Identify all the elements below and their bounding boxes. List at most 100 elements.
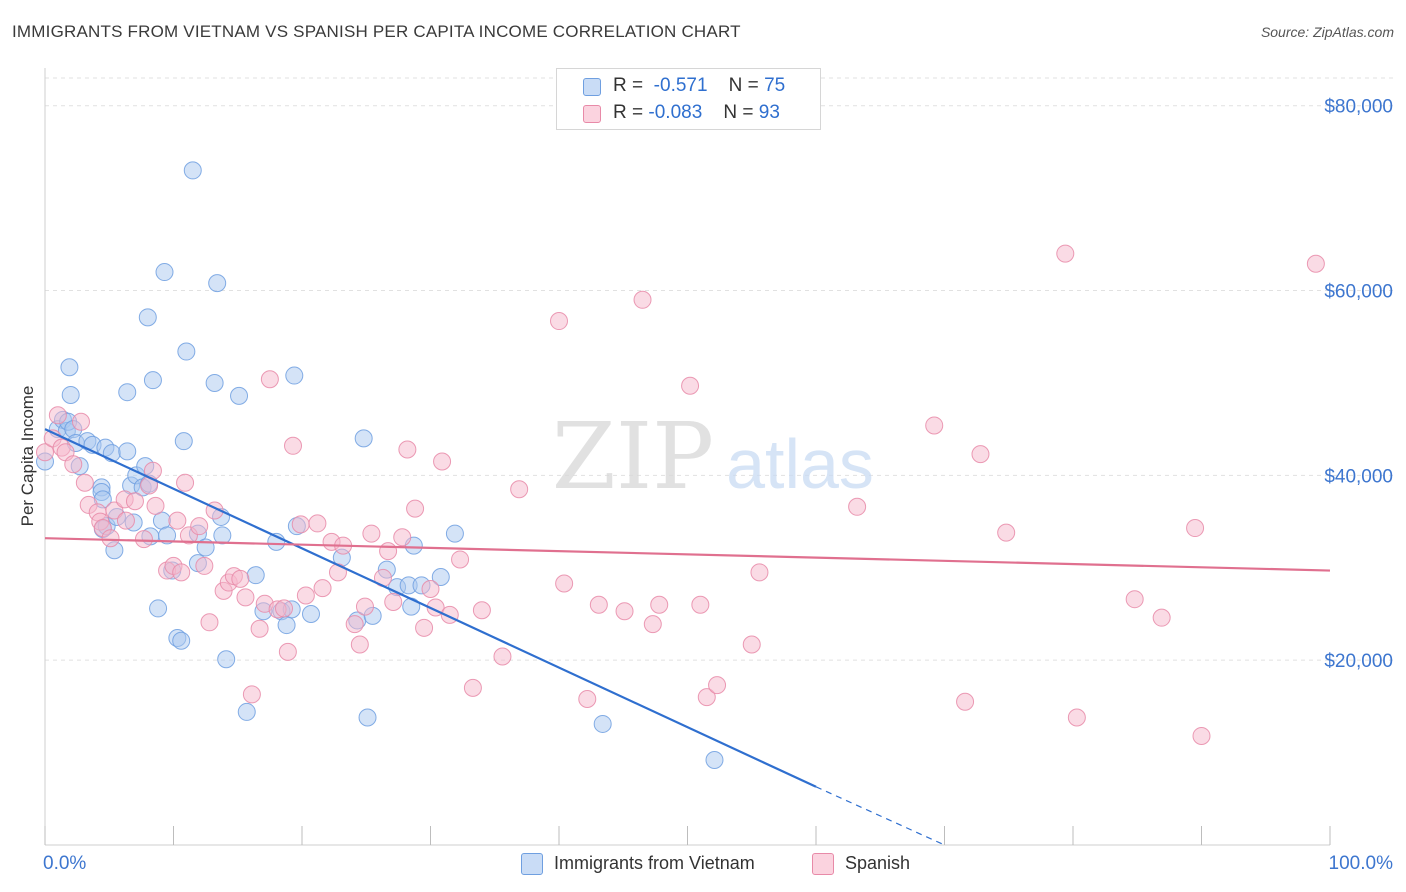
spanish-point: [848, 497, 867, 516]
spanish-point: [328, 563, 347, 582]
r-label: R =: [613, 75, 644, 96]
vietnam-point: [183, 161, 202, 180]
spanish-point: [433, 452, 452, 471]
spanish-point: [260, 370, 279, 389]
n-label: N =: [723, 102, 754, 123]
vietnam-point: [354, 429, 373, 448]
spanish-point: [36, 443, 54, 462]
vietnam-point: [118, 442, 137, 461]
spanish-point: [393, 528, 412, 547]
legend-swatch-spanish: [583, 105, 601, 123]
trend-lines: [44, 428, 1331, 846]
vietnam-point: [61, 385, 80, 404]
spanish-point: [691, 595, 710, 614]
legend-label-vietnam: Immigrants from Vietnam: [554, 853, 755, 873]
spanish-point: [697, 688, 716, 707]
vietnam-point: [217, 650, 236, 669]
spanish-point: [75, 473, 94, 492]
vietnam-point: [172, 631, 191, 650]
n-value: 93: [758, 102, 780, 123]
vietnam-point: [358, 708, 377, 727]
spanish-point: [134, 530, 153, 549]
spanish-point: [168, 511, 187, 530]
spanish-point: [146, 496, 165, 515]
spanish-point: [313, 579, 332, 598]
watermark-atlas: atlas: [726, 425, 874, 503]
x-tick-label: 0.0%: [43, 853, 86, 874]
spanish-point: [1067, 708, 1086, 727]
spanish-point: [451, 550, 470, 569]
spanish-point: [750, 563, 769, 582]
y-tick-label: $60,000: [1324, 282, 1393, 303]
vietnam-point: [593, 714, 612, 733]
spanish-point: [195, 556, 214, 575]
spanish-point: [296, 586, 315, 605]
vietnam-point: [149, 599, 168, 618]
spanish-point: [643, 615, 662, 634]
spanish-point: [362, 524, 381, 543]
legend-swatch-vietnam: [583, 78, 601, 96]
spanish-point: [615, 602, 634, 621]
y-tick-label: $20,000: [1324, 651, 1393, 672]
spanish-point: [421, 580, 440, 599]
vietnam-point: [60, 358, 79, 377]
spanish-point: [284, 436, 303, 455]
r-value: -0.083: [648, 102, 703, 123]
spanish-point: [291, 515, 310, 534]
n-value: 75: [764, 75, 786, 96]
vietnam-point: [208, 274, 227, 293]
spanish-point: [105, 501, 124, 520]
vietnam-point: [246, 566, 265, 585]
vietnam-point: [237, 702, 256, 721]
vietnam-point: [431, 568, 450, 587]
spanish-point: [1192, 726, 1211, 745]
spanish-point: [1152, 608, 1171, 627]
spanish-point: [355, 597, 374, 616]
spanish-point: [681, 376, 700, 395]
spanish-point: [555, 574, 574, 593]
y-tick-label: $80,000: [1324, 97, 1393, 118]
spanish-point: [64, 455, 83, 474]
source-note: Source: ZipAtlas.com: [1260, 24, 1394, 40]
spanish-point: [463, 678, 482, 697]
spanish-point: [589, 595, 608, 614]
spanish-point: [379, 542, 398, 561]
vietnam-point: [155, 263, 174, 282]
vietnam-point: [205, 373, 224, 392]
n-label: N =: [728, 75, 759, 96]
spanish-point: [190, 517, 209, 536]
y-tick-label: $40,000: [1324, 466, 1393, 487]
vietnam-trend-line: [44, 428, 817, 788]
spanish-point: [925, 416, 944, 435]
vietnam-trend-extension: [815, 786, 945, 846]
legend-label-spanish: Spanish: [845, 853, 911, 873]
spanish-point: [956, 692, 975, 711]
spanish-point: [278, 642, 297, 661]
spanish-point: [550, 312, 568, 331]
chart-title: IMMIGRANTS FROM VIETNAM VS SPANISH PER C…: [12, 22, 741, 41]
spanish-point: [101, 529, 120, 548]
vietnam-point: [118, 383, 137, 402]
spanish-point: [1186, 519, 1205, 538]
r-value: -0.571: [653, 75, 708, 96]
tick-labels: $20,000 $40,000 $60,000 $80,000 0.0% 100.0%: [43, 97, 1393, 874]
spanish-point: [971, 445, 990, 464]
vietnam-point: [285, 366, 304, 385]
spanish-point: [997, 523, 1016, 542]
spanish-point: [650, 595, 669, 614]
spanish-point: [708, 676, 727, 695]
spanish-point: [176, 473, 195, 492]
spanish-point: [1306, 254, 1325, 273]
spanish-point: [172, 563, 191, 582]
spanish-point: [415, 618, 434, 637]
vietnam-point: [174, 432, 193, 451]
axes: [44, 68, 1331, 846]
spanish-point: [116, 511, 135, 530]
spanish-point: [633, 290, 652, 309]
spanish-point: [48, 406, 67, 425]
spanish-point: [200, 613, 219, 632]
spanish-point: [1056, 244, 1075, 263]
x-tick-label: 100.0%: [1329, 853, 1394, 874]
spanish-trend-line: [44, 537, 1331, 572]
